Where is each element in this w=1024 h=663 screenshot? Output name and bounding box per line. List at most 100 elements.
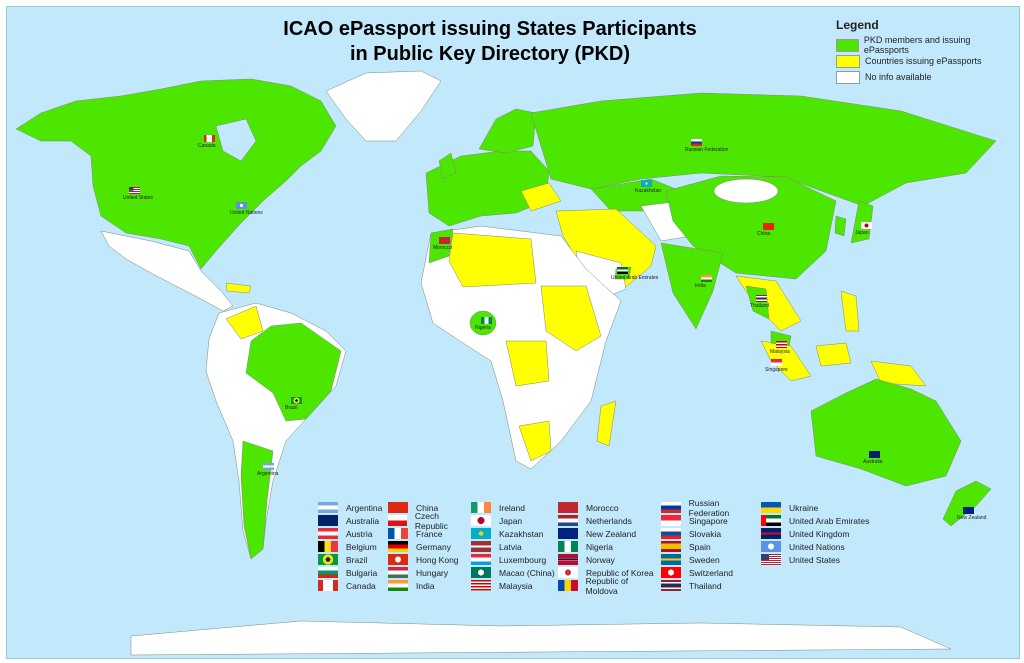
map-marker-label: Argentina — [257, 471, 279, 477]
title-line-1: ICAO ePassport issuing States Participan… — [283, 18, 697, 40]
participant-name: Republic of Korea — [586, 567, 654, 578]
region-southern-africa — [518, 420, 552, 462]
region-hudson-bay — [215, 118, 257, 162]
participant-item: Russian Federation — [661, 498, 761, 518]
flag-icon — [761, 554, 781, 565]
participant-item: Germany — [388, 540, 471, 553]
participant-item: United States — [761, 553, 871, 566]
region-central-america — [100, 230, 234, 312]
participant-name: Morocco — [586, 502, 619, 513]
participant-item: Ireland — [471, 501, 558, 514]
participant-name: New Zealand — [586, 528, 637, 539]
participant-name: Macao (China) — [499, 567, 555, 578]
participant-item: Norway — [558, 553, 661, 566]
map-marker-flag-icon — [861, 222, 872, 229]
flag-icon — [318, 528, 338, 539]
participant-item: Belgium — [318, 540, 388, 553]
region-argentina-pkd — [240, 440, 274, 560]
participant-item: United Arab Emirates — [761, 514, 871, 527]
map-marker-flag-icon — [701, 275, 712, 282]
participant-name: Czech Republic — [414, 510, 448, 531]
flag-icon — [388, 580, 408, 591]
world-map: United States Canada United Nations Brazil A… — [6, 6, 1020, 659]
flag-icon — [558, 580, 578, 591]
participant-name: France — [416, 528, 443, 539]
flag-icon — [761, 515, 781, 526]
map-marker-flag-icon — [763, 223, 774, 230]
flag-icon — [388, 502, 408, 513]
region-australia-pkd — [810, 378, 962, 487]
flag-column: China Czech Republic France Germany Hong Kon… — [388, 501, 471, 592]
participant-name: Singapore — [689, 515, 728, 526]
participant-item: India — [388, 579, 471, 592]
flag-icon — [318, 502, 338, 513]
legend-item-pkd: PKD members and issuing ePassports — [836, 35, 1010, 55]
map-marker-label: Brazil — [285, 405, 298, 411]
map-marker-label: China — [757, 231, 771, 237]
participant-name: Switzerland — [689, 567, 733, 578]
participant-item: Kazakhstan — [471, 527, 558, 540]
flag-column: Argentina Australia Austria Belgium Brazil Bu… — [318, 501, 388, 592]
flag-icon — [558, 515, 578, 526]
map-marker-flag-icon — [776, 341, 787, 348]
participant-item: Singapore — [661, 514, 761, 527]
flag-icon — [388, 554, 408, 565]
flag-icon — [471, 541, 491, 552]
region-madagascar — [596, 400, 617, 447]
flag-icon — [388, 528, 408, 539]
participant-item: Bulgaria — [318, 566, 388, 579]
map-marker-label: Russian Federation — [685, 147, 729, 153]
participant-name: Russian Federation — [688, 497, 730, 518]
flag-icon — [558, 554, 578, 565]
participant-item: Latvia — [471, 540, 558, 553]
flag-icon — [558, 541, 578, 552]
participant-name: United Nations — [789, 541, 845, 552]
participant-name: Japan — [499, 515, 523, 526]
map-marker-flag-icon — [963, 507, 974, 514]
region-east-africa — [540, 285, 602, 352]
participant-item: Australia — [318, 514, 388, 527]
flag-column: Russian Federation Singapore Slovakia Spain… — [661, 498, 761, 592]
map-marker-flag-icon — [439, 237, 450, 244]
legend-swatch — [836, 54, 860, 68]
participant-item: Thailand — [661, 579, 761, 592]
flag-icon — [471, 502, 491, 513]
map-marker-flag-icon — [771, 359, 782, 366]
participant-item: Republic of Korea — [558, 566, 661, 579]
map-marker-label: United Arab Emirates — [611, 275, 659, 281]
map-marker-label: Malaysia — [770, 349, 790, 355]
region-thailand-pkd — [745, 285, 770, 320]
map-marker-flag-icon — [263, 463, 274, 470]
flag-icon — [388, 567, 408, 578]
region-scandinavia-pkd — [478, 108, 537, 154]
participant-name: Slovakia — [689, 528, 722, 539]
participant-item: Morocco — [558, 501, 661, 514]
participant-flag-list: Argentina Australia Austria Belgium Brazil Bu… — [318, 498, 871, 596]
map-marker-label: Kazakhstan — [635, 188, 662, 194]
flag-icon — [558, 528, 578, 539]
flag-icon — [761, 502, 781, 513]
flag-icon — [471, 528, 491, 539]
participant-item: Luxembourg — [471, 553, 558, 566]
participant-item: New Zealand — [558, 527, 661, 540]
map-marker-flag-icon — [617, 267, 628, 274]
participant-item: Macao (China) — [471, 566, 558, 579]
participant-name: Canada — [346, 580, 376, 591]
title-line-2: in Public Key Directory (PKD) — [349, 43, 631, 65]
region-caribbean — [225, 282, 252, 294]
participant-name: China — [416, 502, 439, 513]
flag-icon — [388, 541, 408, 552]
flag-column: Morocco Netherlands New Zealand Nigeria Norw… — [558, 501, 661, 596]
region-middle-east — [555, 208, 657, 292]
flag-icon — [318, 567, 338, 578]
participant-item: Ukraine — [761, 501, 871, 514]
legend-item-noinfo: No info available — [836, 69, 1010, 85]
flag-icon — [661, 502, 681, 513]
flag-icon — [761, 541, 781, 552]
flag-icon — [558, 502, 578, 513]
participant-item: United Kingdom — [761, 527, 871, 540]
map-title: ICAO ePassport issuing States Participan… — [270, 17, 710, 67]
legend-item-issuing: Countries issuing ePassports — [836, 53, 1010, 69]
participant-name: Hong Kong — [416, 554, 459, 565]
map-marker-flag-icon — [481, 317, 492, 324]
